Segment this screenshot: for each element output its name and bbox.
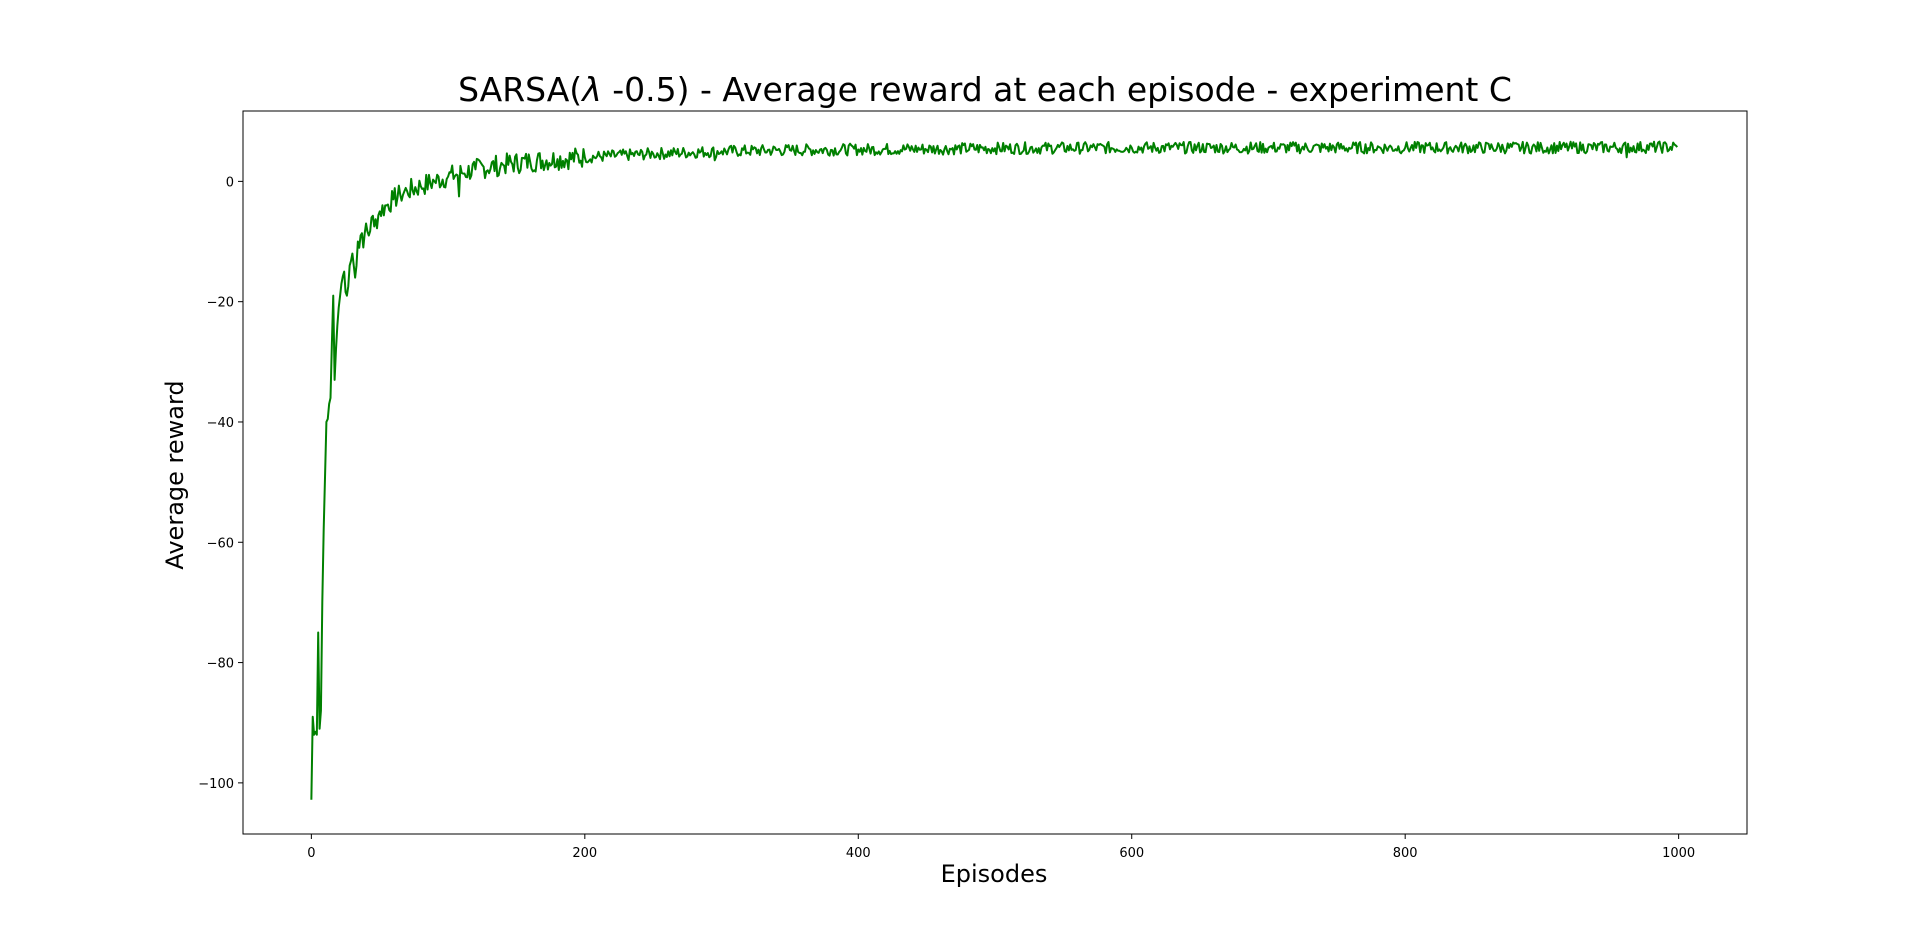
x-tick-label: 1000: [1662, 846, 1695, 861]
chart-title-lambda: λ: [580, 70, 602, 109]
y-tick-label: −80: [207, 657, 234, 672]
y-tick-label: 0: [226, 175, 234, 190]
series-line: [310, 140, 1679, 800]
y-axis-ticks: 0 −20 −40 −60 −80 −100: [198, 175, 243, 792]
y-axis-label: Average reward: [161, 380, 189, 569]
x-tick-label: 800: [1393, 846, 1418, 861]
x-axis-ticks: 0 200 400 600 800 1000: [307, 834, 1695, 861]
y-tick-label: −100: [198, 777, 234, 792]
chart-title-suffix: -0.5) - Average reward at each episode -…: [602, 70, 1512, 109]
x-axis-label: Episodes: [941, 860, 1048, 888]
x-tick-label: 600: [1119, 846, 1144, 861]
chart-title-prefix: SARSA(: [458, 70, 582, 109]
y-tick-label: −20: [207, 296, 234, 311]
data-layer: [310, 140, 1679, 800]
x-tick-label: 200: [572, 846, 597, 861]
y-tick-label: −40: [207, 416, 234, 431]
x-tick-label: 400: [846, 846, 871, 861]
x-tick-label: 0: [307, 846, 315, 861]
chart-title: SARSA(λ -0.5) - Average reward at each e…: [458, 70, 1512, 109]
plot-area-frame: [242, 110, 1748, 835]
y-tick-label: −60: [207, 536, 234, 551]
